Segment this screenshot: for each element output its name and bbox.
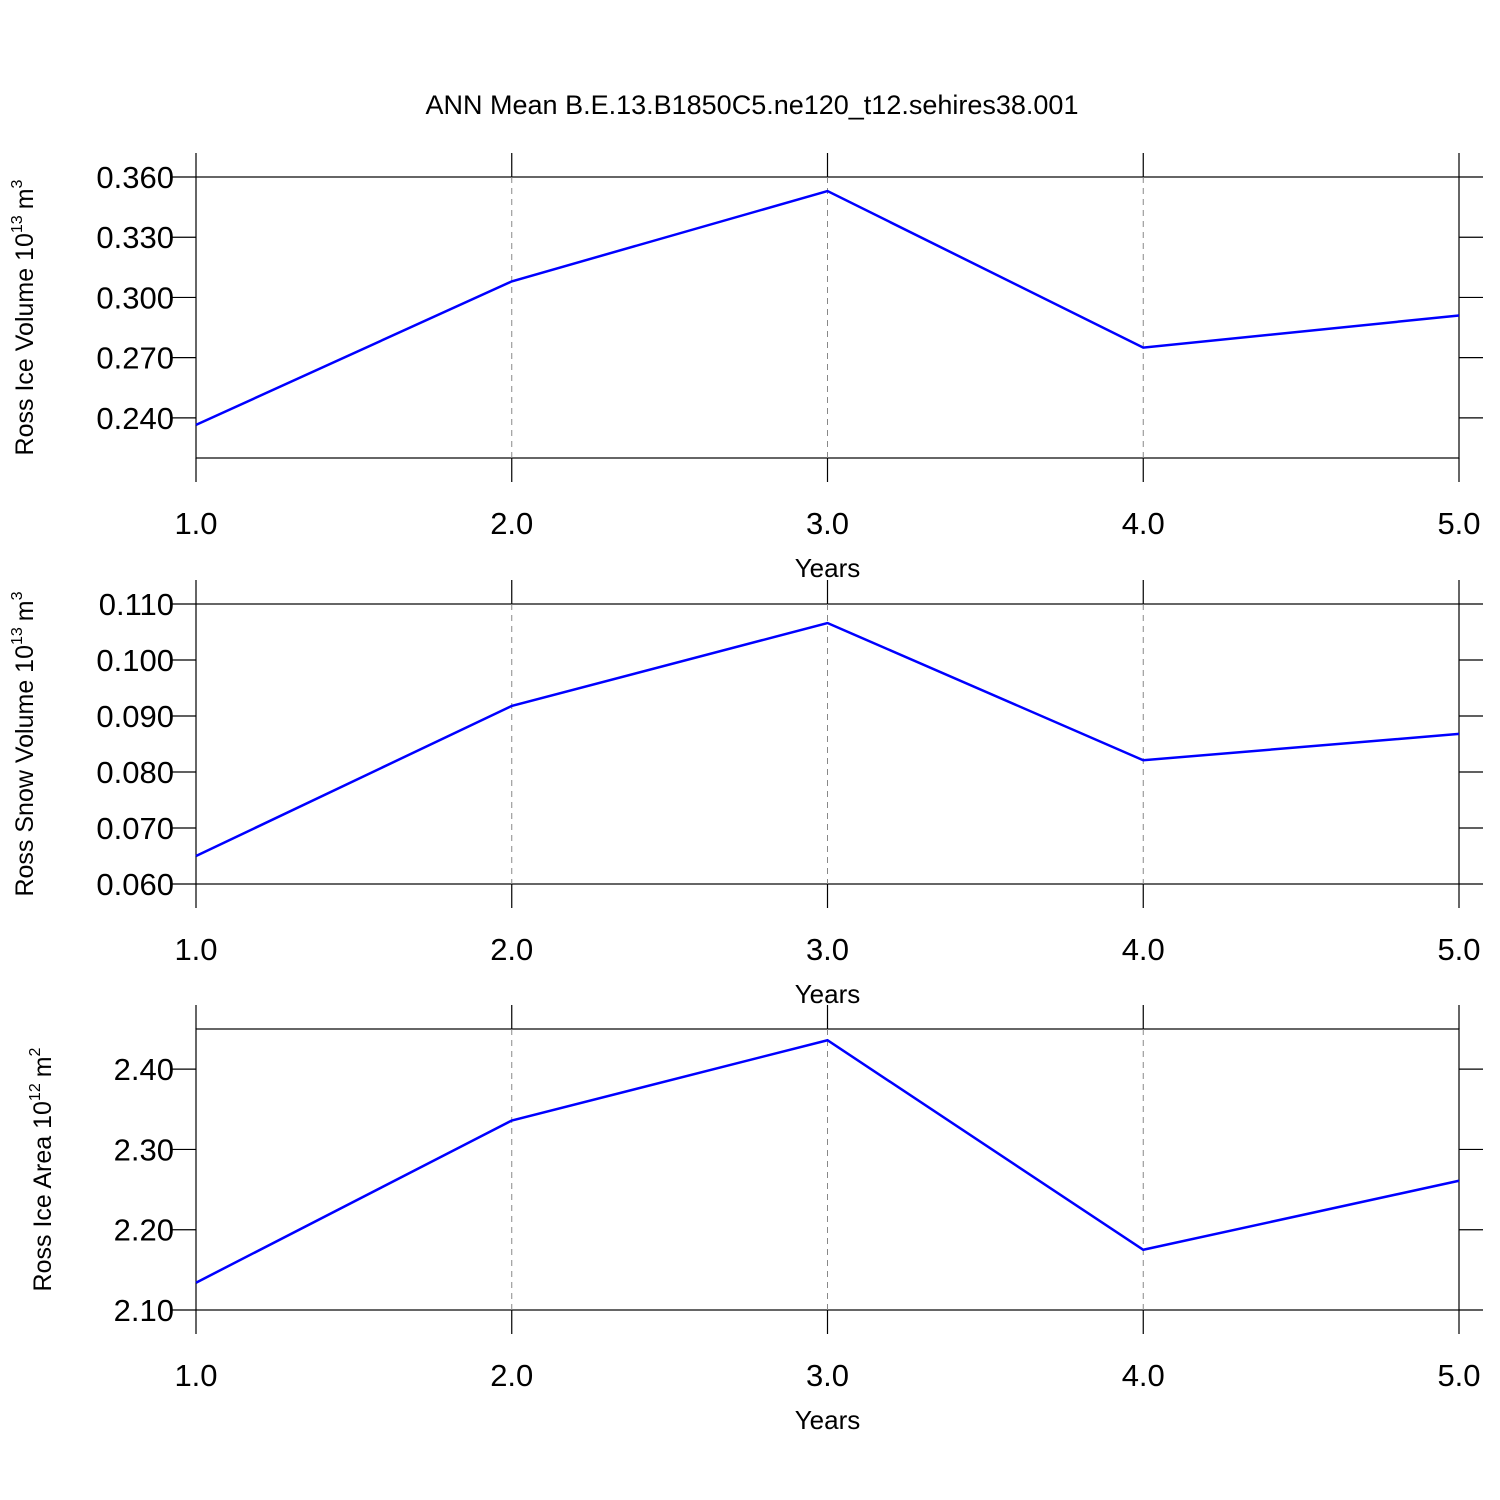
y-axis-label-superscript: 3 xyxy=(9,591,26,600)
y-tick-label: 0.330 xyxy=(96,220,174,255)
data-line xyxy=(195,621,1460,858)
x-tick-label: 3.0 xyxy=(806,506,849,541)
y-tick-label: 2.30 xyxy=(114,1132,174,1167)
y-axis-label-superscript: 2 xyxy=(27,1047,44,1056)
y-axis-label-superscript: 13 xyxy=(9,215,26,233)
y-axis-label-part: m xyxy=(11,188,39,209)
x-tick-label: 3.0 xyxy=(806,1358,849,1393)
plot-frame xyxy=(195,176,1460,459)
y-tick-label: 2.40 xyxy=(114,1052,174,1087)
y-axis-label-part: Ross Snow Volume 10 xyxy=(11,645,39,897)
x-tick-label: 4.0 xyxy=(1122,506,1165,541)
y-axis-label-part: m xyxy=(29,1056,57,1077)
x-tick-label: 1.0 xyxy=(174,932,217,967)
y-tick-label: 0.090 xyxy=(96,699,174,734)
y-axis-label-superscript: 12 xyxy=(27,1083,44,1101)
y-axis-label: Ross Snow Volume 1013 m3 xyxy=(9,591,39,896)
y-tick-label: 0.110 xyxy=(99,587,174,622)
x-tick-label: 4.0 xyxy=(1122,1358,1165,1393)
y-tick-label: 0.060 xyxy=(96,867,174,902)
figure-title: ANN Mean B.E.13.B1850C5.ne120_t12.sehire… xyxy=(426,90,1079,120)
y-tick-label: 0.360 xyxy=(96,160,174,195)
x-tick-label: 5.0 xyxy=(1437,932,1480,967)
y-tick-label: 0.100 xyxy=(96,643,174,678)
x-tick-label: 2.0 xyxy=(490,1358,533,1393)
data-line xyxy=(195,1038,1460,1284)
x-axis-label: Years xyxy=(795,553,861,583)
plot-frame xyxy=(195,1028,1460,1311)
x-tick-label: 2.0 xyxy=(490,506,533,541)
x-tick-label: 5.0 xyxy=(1437,506,1480,541)
y-axis-label: Ross Ice Area 1012 m2 xyxy=(27,1047,57,1291)
y-axis-label-superscript: 3 xyxy=(9,179,26,188)
y-tick-label: 0.080 xyxy=(96,755,174,790)
x-tick-label: 4.0 xyxy=(1122,932,1165,967)
y-tick-label: 0.070 xyxy=(96,811,174,846)
y-tick-label: 2.10 xyxy=(114,1293,174,1328)
x-tick-label: 2.0 xyxy=(490,932,533,967)
y-tick-label: 0.240 xyxy=(96,401,174,436)
x-tick-label: 3.0 xyxy=(806,932,849,967)
data-line xyxy=(195,189,1460,427)
y-axis-label-superscript: 13 xyxy=(9,627,26,645)
x-tick-label: 1.0 xyxy=(174,1358,217,1393)
x-axis-label: Years xyxy=(795,1405,861,1435)
y-axis-label-part: Ross Ice Area 10 xyxy=(29,1101,57,1291)
y-axis-label: Ross Ice Volume 1013 m3 xyxy=(9,179,39,455)
y-tick-label: 0.270 xyxy=(96,341,174,376)
y-tick-label: 2.20 xyxy=(114,1213,174,1248)
y-axis-label-part: Ross Ice Volume 10 xyxy=(11,233,39,455)
x-tick-label: 1.0 xyxy=(174,506,217,541)
x-tick-label: 5.0 xyxy=(1437,1358,1480,1393)
y-tick-label: 0.300 xyxy=(96,280,174,315)
plot-frame xyxy=(195,603,1460,885)
x-axis-label: Years xyxy=(795,979,861,1009)
y-axis-label-part: m xyxy=(11,600,39,621)
